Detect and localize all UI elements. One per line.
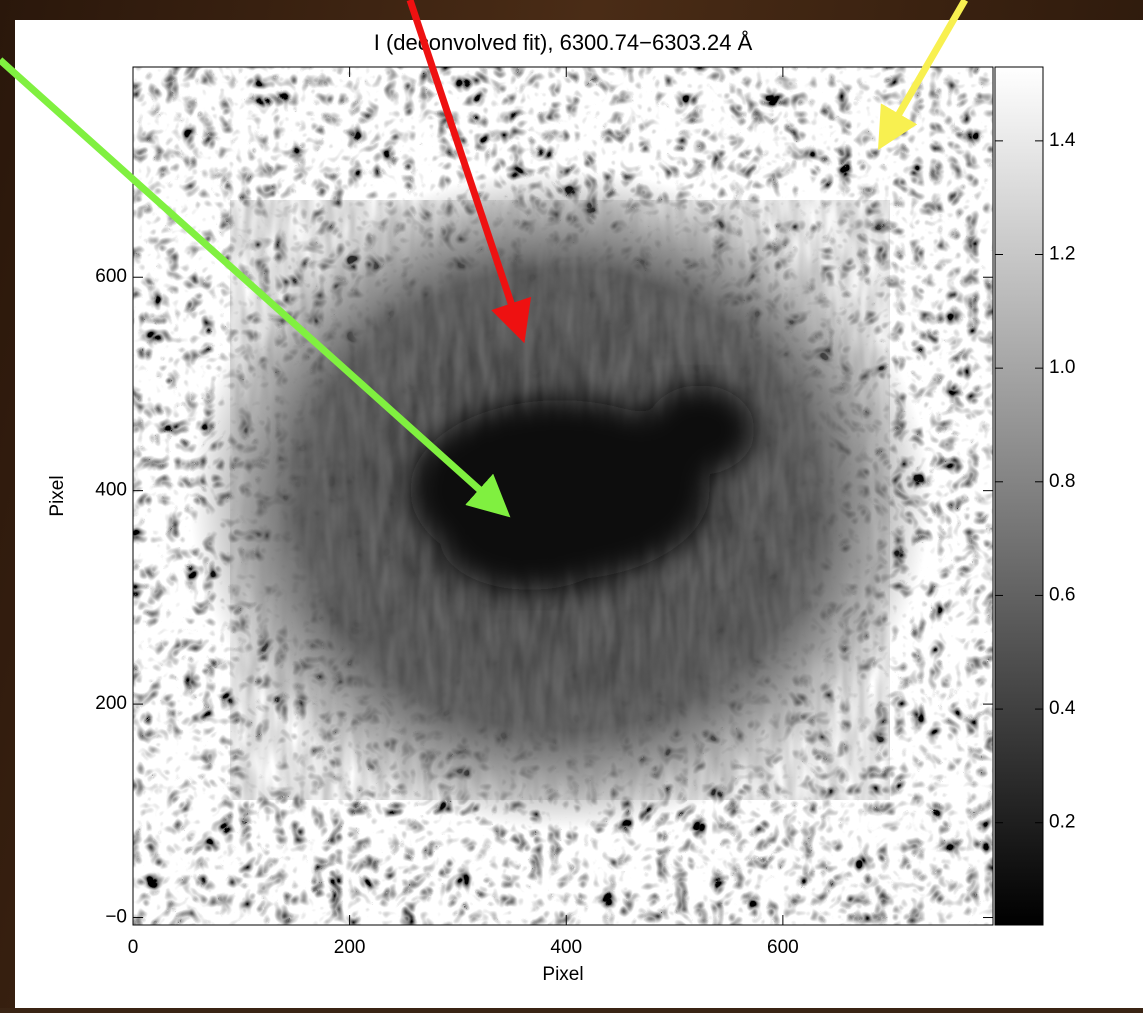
plot-frame	[132, 66, 994, 926]
arrow-umbra	[0, 57, 511, 518]
umbra	[410, 385, 755, 590]
x-tick-label: 0	[128, 937, 139, 958]
colorbar-tick-label: 0.6	[1049, 584, 1075, 605]
y-tick-label: 600	[95, 266, 127, 287]
y-tick-label: −0	[105, 907, 127, 928]
x-axis-label: Pixel	[542, 964, 583, 985]
y-axis-label: Pixel	[47, 475, 68, 516]
colorbar-tick-label: 1.2	[1049, 244, 1075, 265]
y-tick-label: 400	[95, 480, 127, 501]
arrow-penumbra	[406, 0, 532, 344]
colorbar-tick-label: 0.2	[1049, 812, 1075, 833]
colorbar-tick-label: 0.4	[1049, 698, 1076, 719]
colorbar-tick-label: 1.0	[1049, 357, 1075, 378]
arrow-granulation	[877, 0, 969, 151]
colorbar-tick-label: 0.8	[1049, 471, 1075, 492]
x-tick-label: 200	[334, 937, 366, 958]
colorbar-tick-label: 1.4	[1049, 130, 1076, 151]
sunspot-image	[133, 67, 993, 925]
y-tick-label: 200	[95, 693, 127, 714]
colorbar	[994, 66, 1044, 926]
x-tick-label: 600	[767, 937, 799, 958]
chart-title: I (deconvolved fit), 6300.74−6303.24 Å	[374, 30, 753, 55]
x-tick-label: 400	[550, 937, 582, 958]
